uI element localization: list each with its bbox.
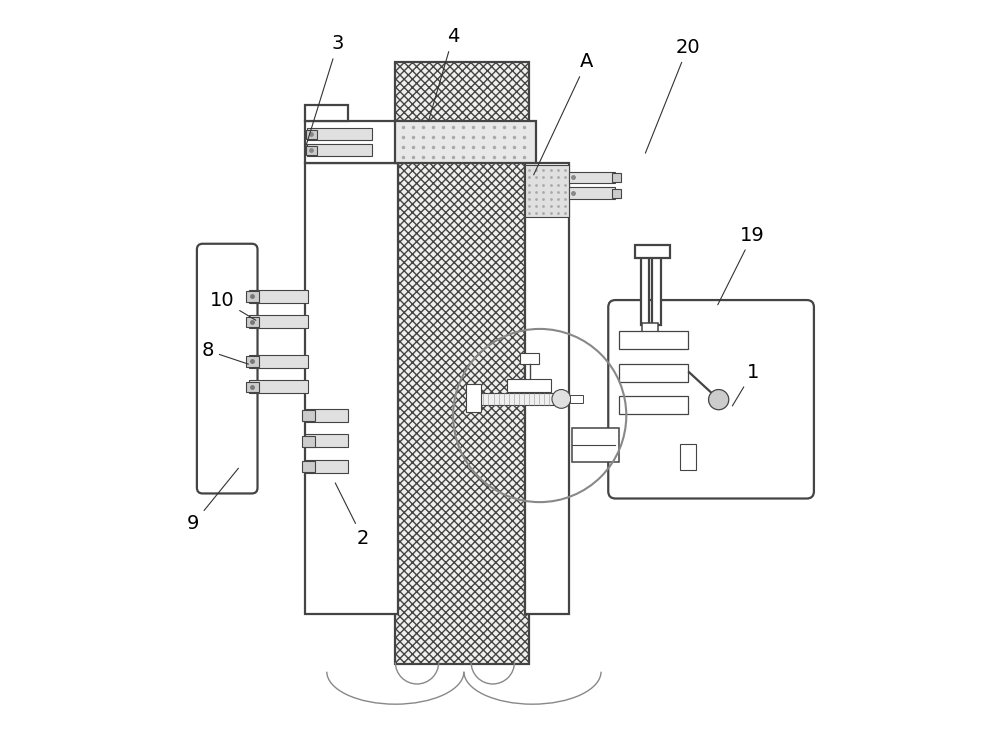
Text: 9: 9 (187, 468, 238, 534)
Bar (619, 364, 688, 382)
Circle shape (552, 390, 571, 408)
Bar (302, 461, 315, 472)
Bar (520, 353, 539, 364)
FancyBboxPatch shape (608, 300, 814, 499)
Bar (395, 62, 529, 664)
Bar (249, 290, 308, 303)
Bar (619, 396, 688, 414)
FancyBboxPatch shape (197, 244, 258, 493)
Text: 2: 2 (335, 483, 369, 548)
Text: 4: 4 (429, 27, 459, 120)
Bar (249, 380, 308, 393)
Bar (305, 409, 348, 422)
Bar (569, 188, 615, 199)
Bar (525, 165, 569, 217)
Text: A: A (534, 53, 593, 175)
Bar (249, 355, 308, 368)
Bar (612, 189, 621, 199)
Text: 10: 10 (210, 291, 256, 320)
Bar (305, 460, 348, 472)
Bar (246, 356, 259, 367)
Bar (466, 385, 481, 412)
Bar (680, 445, 696, 469)
Bar (641, 257, 649, 326)
Bar (246, 291, 259, 302)
Text: 20: 20 (645, 38, 700, 153)
Text: 19: 19 (718, 226, 765, 305)
Bar (507, 380, 551, 393)
Bar (305, 163, 398, 614)
Bar (570, 396, 583, 402)
Bar (249, 315, 308, 328)
Text: 1: 1 (732, 363, 759, 406)
Bar (307, 144, 372, 155)
Bar (305, 105, 348, 121)
Text: 8: 8 (202, 341, 248, 364)
Bar (619, 331, 688, 349)
Bar (305, 434, 348, 447)
Bar (246, 317, 259, 328)
Bar (569, 172, 615, 183)
Circle shape (709, 390, 729, 410)
Bar (395, 121, 536, 163)
Bar (635, 245, 670, 258)
Bar (306, 145, 317, 155)
Bar (246, 382, 259, 393)
Bar (612, 173, 621, 182)
Bar (642, 323, 658, 334)
Bar (302, 410, 315, 421)
Bar (302, 436, 315, 447)
Bar (307, 128, 372, 140)
Bar (477, 393, 556, 404)
Bar (305, 121, 403, 163)
Bar (652, 257, 661, 326)
Bar (525, 163, 569, 614)
Bar (309, 166, 394, 610)
Text: 3: 3 (306, 34, 344, 146)
Bar (306, 130, 317, 139)
Bar (572, 428, 619, 462)
